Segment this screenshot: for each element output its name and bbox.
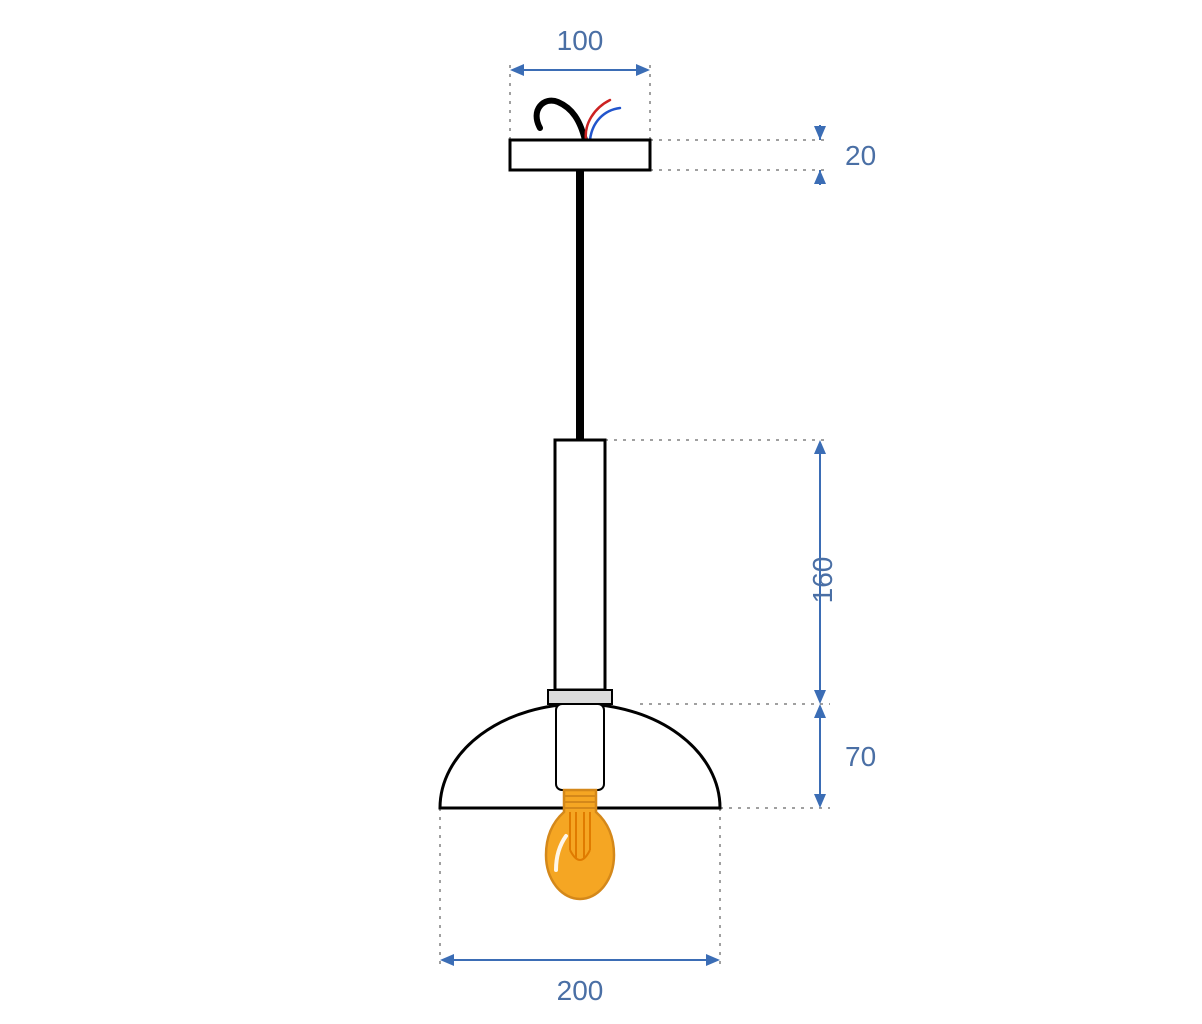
dim-canopy-width xyxy=(510,64,650,76)
dim-shade-width xyxy=(440,954,720,966)
label-shade-height: 70 xyxy=(845,741,876,772)
label-canopy-height: 20 xyxy=(845,140,876,171)
label-stem-height: 160 xyxy=(807,557,838,604)
lamp-technical-drawing: 100 20 160 70 200 xyxy=(0,0,1202,1024)
lamp-stem xyxy=(555,440,605,690)
stem-collar xyxy=(548,690,612,704)
power-cable xyxy=(537,101,585,140)
bulb-socket xyxy=(556,704,604,790)
label-canopy-width: 100 xyxy=(557,25,604,56)
label-shade-width: 200 xyxy=(557,975,604,1006)
dim-shade-height xyxy=(814,704,826,808)
ceiling-canopy xyxy=(510,140,650,170)
dim-canopy-height xyxy=(814,125,826,185)
